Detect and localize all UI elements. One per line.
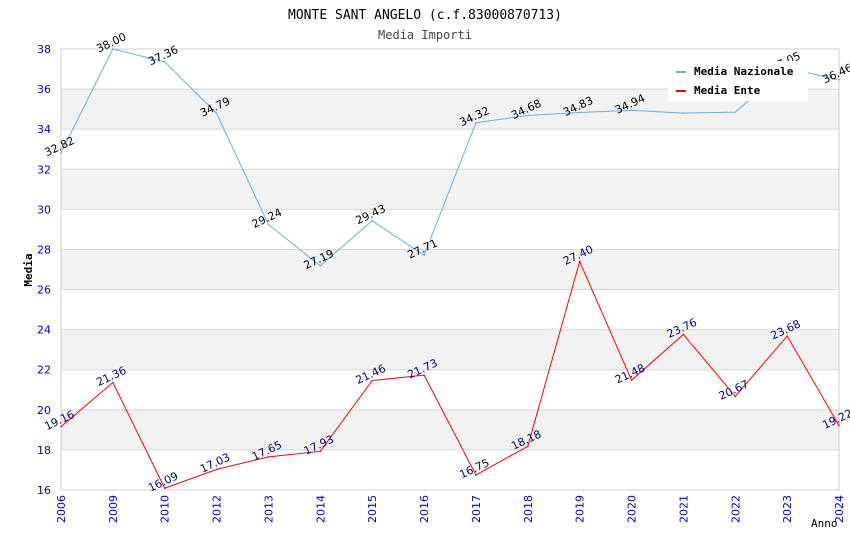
- data-label: 37.36: [146, 43, 180, 68]
- y-tick-label: 34: [37, 123, 51, 136]
- y-tick-label: 22: [37, 364, 51, 377]
- data-point: [630, 109, 633, 112]
- background-band: [61, 329, 839, 370]
- x-tick-label: 2013: [262, 495, 275, 523]
- data-point: [682, 112, 685, 114]
- legend: Media Nazionale Media Ente: [668, 61, 808, 101]
- x-axis-label: Anno: [811, 517, 838, 530]
- y-axis-label: Media: [22, 253, 35, 286]
- y-tick-label: 16: [37, 484, 51, 497]
- data-label: 16.09: [146, 469, 180, 494]
- y-tick-label: 36: [37, 83, 51, 96]
- data-point: [630, 379, 633, 381]
- series-line-nazionale: [60, 48, 840, 267]
- x-tick-label: 2024: [833, 495, 846, 523]
- x-tick-label: 2006: [55, 495, 68, 523]
- series-line-ente: [60, 259, 840, 489]
- data-point: [371, 219, 374, 222]
- background-bands: [61, 89, 839, 450]
- y-tick-label: 30: [37, 203, 51, 216]
- x-tick-label: 2015: [366, 495, 379, 523]
- data-point: [475, 474, 477, 476]
- data-point: [371, 379, 374, 382]
- data-point: [527, 445, 529, 448]
- y-tick-label: 32: [37, 163, 51, 176]
- data-point: [682, 333, 685, 336]
- data-point: [838, 424, 840, 427]
- y-tick-label: 38: [37, 43, 51, 56]
- background-band: [61, 249, 839, 290]
- data-point: [423, 254, 425, 257]
- data-point: [578, 260, 581, 263]
- x-tick-label: 2023: [781, 495, 794, 523]
- legend-box: [668, 61, 808, 101]
- chart-subtitle: Media Importi: [378, 28, 472, 42]
- data-label: 32.82: [42, 134, 76, 159]
- legend-label-nazionale: Media Nazionale: [694, 65, 794, 78]
- data-point: [734, 395, 737, 398]
- data-point: [112, 381, 114, 384]
- data-point: [786, 335, 788, 337]
- x-tick-label: 2016: [418, 495, 431, 523]
- data-point: [838, 79, 840, 81]
- data-point: [423, 374, 425, 376]
- data-point: [734, 111, 737, 113]
- data-label: 16.75: [457, 456, 491, 481]
- data-point: [319, 450, 322, 453]
- data-label: 17.03: [198, 451, 232, 476]
- data-point: [267, 456, 270, 458]
- data-point: [475, 121, 477, 124]
- x-tick-label: 2009: [107, 495, 120, 523]
- y-axis-ticks: 16 18 20 22 24 26 28 30 32 34 36 38: [37, 43, 51, 497]
- data-point: [60, 152, 62, 154]
- data-point: [267, 223, 270, 226]
- data-point: [319, 264, 322, 267]
- x-tick-label: 2014: [314, 495, 327, 523]
- data-point: [60, 425, 62, 428]
- data-point: [527, 114, 529, 117]
- x-tick-label: 2017: [470, 495, 483, 523]
- y-tick-label: 24: [37, 324, 51, 337]
- x-tick-label: 2018: [522, 495, 535, 523]
- chart-title: MONTE SANT ANGELO (c.f.83000870713): [288, 8, 562, 23]
- data-label: 36.46: [820, 61, 850, 86]
- x-axis-ticks: 2006 2009 2010 2012 2013 2014 2015 2016 2017 2018…: [55, 495, 846, 523]
- y-tick-label: 18: [37, 444, 51, 457]
- data-point: [215, 112, 218, 115]
- x-tick-label: 2020: [626, 495, 639, 523]
- y-tick-label: 28: [37, 243, 51, 256]
- data-point: [578, 111, 581, 114]
- data-point: [112, 48, 114, 50]
- legend-label-ente: Media Ente: [694, 84, 761, 97]
- data-label: 20.67: [717, 378, 751, 403]
- data-point: [163, 487, 166, 489]
- x-tick-label: 2021: [677, 495, 690, 523]
- background-band: [61, 409, 839, 450]
- x-tick-label: 2010: [159, 495, 172, 523]
- y-tick-label: 20: [37, 404, 51, 417]
- x-tick-label: 2019: [574, 495, 587, 523]
- data-point: [215, 468, 218, 471]
- plot-area-border: [60, 48, 840, 491]
- data-point: [163, 61, 166, 63]
- x-tick-label: 2012: [211, 495, 224, 523]
- y-tick-label: 26: [37, 284, 51, 297]
- x-tick-label: 2022: [729, 495, 742, 523]
